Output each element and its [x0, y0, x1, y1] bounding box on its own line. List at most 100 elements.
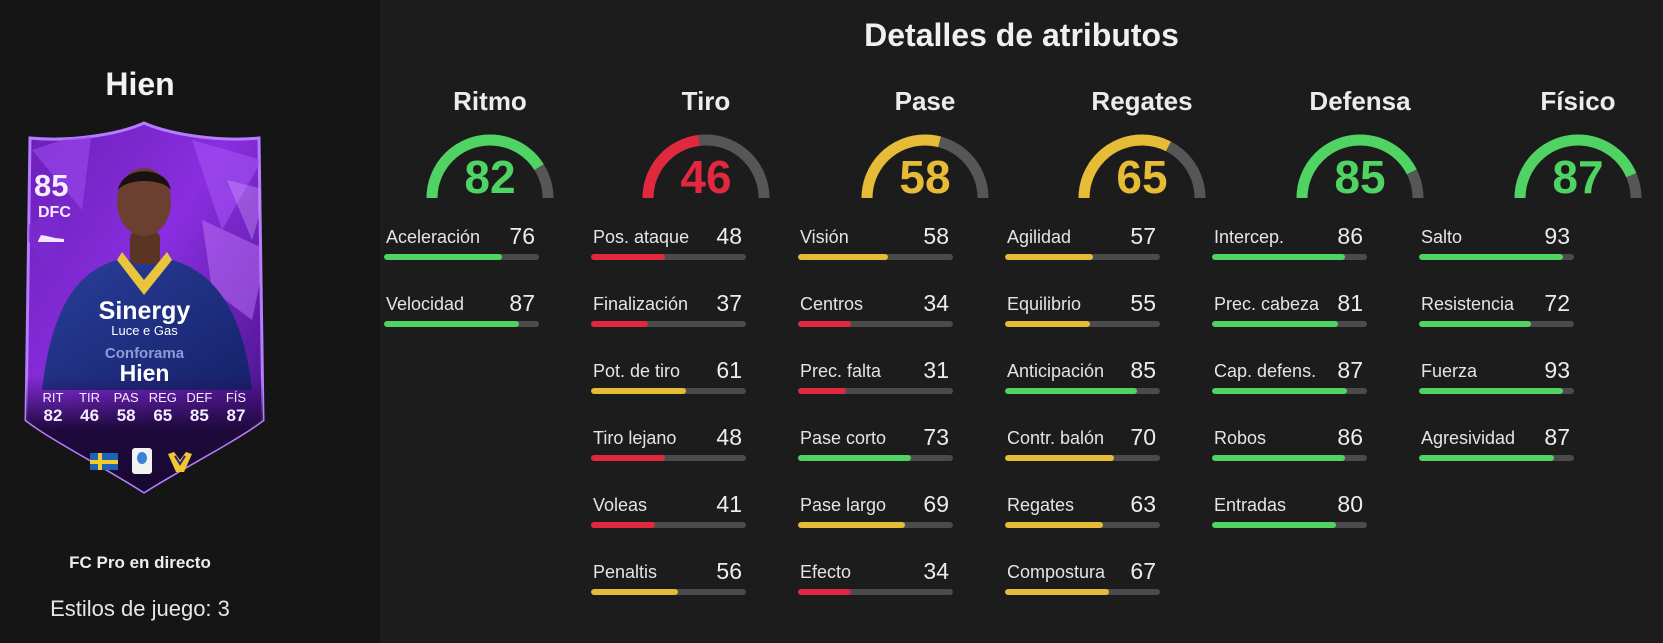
stat-row: Agilidad 57	[1005, 221, 1160, 261]
stat-bar-fill	[1212, 455, 1346, 461]
card-badges	[90, 448, 200, 474]
stat-bar	[1005, 455, 1160, 461]
stat-bar	[1419, 388, 1574, 394]
category-value: 85	[1334, 151, 1386, 203]
card-stats: RIT 82 TIR 46 PAS 58 REG 65 DEF 85 FÍS 87	[38, 390, 251, 426]
stat-label: Compostura	[1007, 562, 1106, 582]
stat-bar-fill	[1005, 388, 1137, 394]
stat-row: Entradas 80	[1212, 489, 1367, 529]
category-gauge: 82	[420, 128, 560, 206]
stat-row: Regates 63	[1005, 489, 1160, 529]
stat-bar	[798, 589, 953, 595]
stat-bar	[384, 254, 539, 260]
stat-bar	[798, 388, 953, 394]
stat-bar-fill	[1005, 522, 1103, 528]
stat-bar	[384, 321, 539, 327]
stat-bar	[1005, 388, 1160, 394]
card-stat: DEF 85	[184, 390, 214, 426]
stat-bar-fill	[798, 455, 912, 461]
card-stat-value: 58	[116, 406, 136, 425]
stat-bar	[591, 522, 746, 528]
stat-value: 41	[716, 491, 742, 517]
stat-bar-fill	[591, 388, 686, 394]
card-stat: FÍS 87	[221, 390, 251, 426]
stat-row: Salto 93	[1419, 221, 1574, 261]
stat-row: Prec. falta 31	[798, 355, 953, 395]
stat-bar	[1212, 522, 1367, 528]
stat-row: Contr. balón 70	[1005, 422, 1160, 462]
player-panel: Hien	[0, 0, 380, 643]
card-stat-label: DEF	[186, 390, 213, 405]
stat-label: Tiro lejano	[593, 428, 677, 448]
stat-row: Pos. ataque 48	[591, 221, 746, 261]
stat-value: 86	[1337, 424, 1363, 450]
stat-row: Tiro lejano 48	[591, 422, 746, 462]
stat-bar	[1005, 522, 1160, 528]
playstyles-count[interactable]: Estilos de juego: 3	[50, 596, 230, 621]
stat-label: Efecto	[800, 562, 852, 582]
stat-value: 81	[1337, 290, 1363, 316]
stat-label: Entradas	[1214, 495, 1287, 515]
card-sponsor: Sinergy Luce e Gas	[22, 298, 267, 338]
category-value: 58	[899, 151, 951, 203]
stat-value: 58	[923, 223, 949, 249]
stat-bar-fill	[1419, 321, 1531, 327]
category-4: Defensa 85	[1280, 84, 1440, 206]
category-name: Regates	[1091, 86, 1193, 116]
category-value: 65	[1116, 151, 1168, 203]
stat-value: 55	[1130, 290, 1156, 316]
stat-row: Penaltis 56	[591, 556, 746, 596]
stat-value: 57	[1130, 223, 1156, 249]
category-value: 87	[1552, 151, 1604, 203]
stat-bar	[798, 321, 953, 327]
stat-bar-fill	[1419, 455, 1554, 461]
stat-bar-fill	[591, 254, 666, 260]
stat-label: Prec. cabeza	[1214, 294, 1320, 314]
category-name: Ritmo	[453, 86, 527, 116]
stat-value: 48	[716, 424, 742, 450]
gauge-fill	[1078, 134, 1206, 199]
stat-value: 87	[1337, 357, 1363, 383]
stat-row: Cap. defens. 87	[1212, 355, 1367, 395]
stat-label: Salto	[1421, 227, 1463, 247]
category-5: Físico 87	[1498, 84, 1658, 206]
stat-row: Prec. cabeza 81	[1212, 288, 1367, 328]
boot-icon	[37, 230, 65, 242]
sponsor-sub: Luce e Gas	[111, 323, 178, 338]
stat-label: Contr. balón	[1007, 428, 1105, 448]
stat-row: Visión 58	[798, 221, 953, 261]
stat-label: Pase corto	[800, 428, 887, 448]
stat-value: 80	[1337, 491, 1363, 517]
stat-bar	[798, 522, 953, 528]
stat-value: 67	[1130, 558, 1156, 584]
category-gauge: 87	[1508, 128, 1648, 206]
player-card[interactable]: 85 DFC Sinergy Luce e Gas Conforama Hien…	[22, 120, 267, 495]
stat-bar	[591, 254, 746, 260]
category-value: 46	[680, 151, 732, 203]
stat-label: Pos. ataque	[593, 227, 690, 247]
card-rating: 85	[34, 168, 69, 203]
stat-row: Centros 34	[798, 288, 953, 328]
stat-label: Resistencia	[1421, 294, 1515, 314]
card-subtitle: FC Pro en directo	[69, 553, 211, 572]
stat-label: Intercep.	[1214, 227, 1285, 247]
gauge-fill	[642, 134, 770, 199]
category-2: Pase 58	[845, 84, 1005, 206]
stat-row: Anticipación 85	[1005, 355, 1160, 395]
stat-value: 31	[923, 357, 949, 383]
stat-label: Velocidad	[386, 294, 465, 314]
card-stat-value: 85	[189, 406, 209, 425]
stat-value: 37	[716, 290, 742, 316]
category-3: Regates 65	[1062, 84, 1222, 206]
sponsor-main: Sinergy	[98, 297, 191, 325]
stat-label: Fuerza	[1421, 361, 1478, 381]
stat-row: Voleas 41	[591, 489, 746, 529]
stat-value: 56	[716, 558, 742, 584]
stat-bar-fill	[798, 522, 905, 528]
category-gauge: 46	[636, 128, 776, 206]
gauge-fill	[426, 134, 554, 199]
card-stat: REG 65	[148, 390, 178, 426]
stat-value: 72	[1544, 290, 1570, 316]
card-stat-label: PAS	[113, 390, 139, 405]
stat-value: 69	[923, 491, 949, 517]
